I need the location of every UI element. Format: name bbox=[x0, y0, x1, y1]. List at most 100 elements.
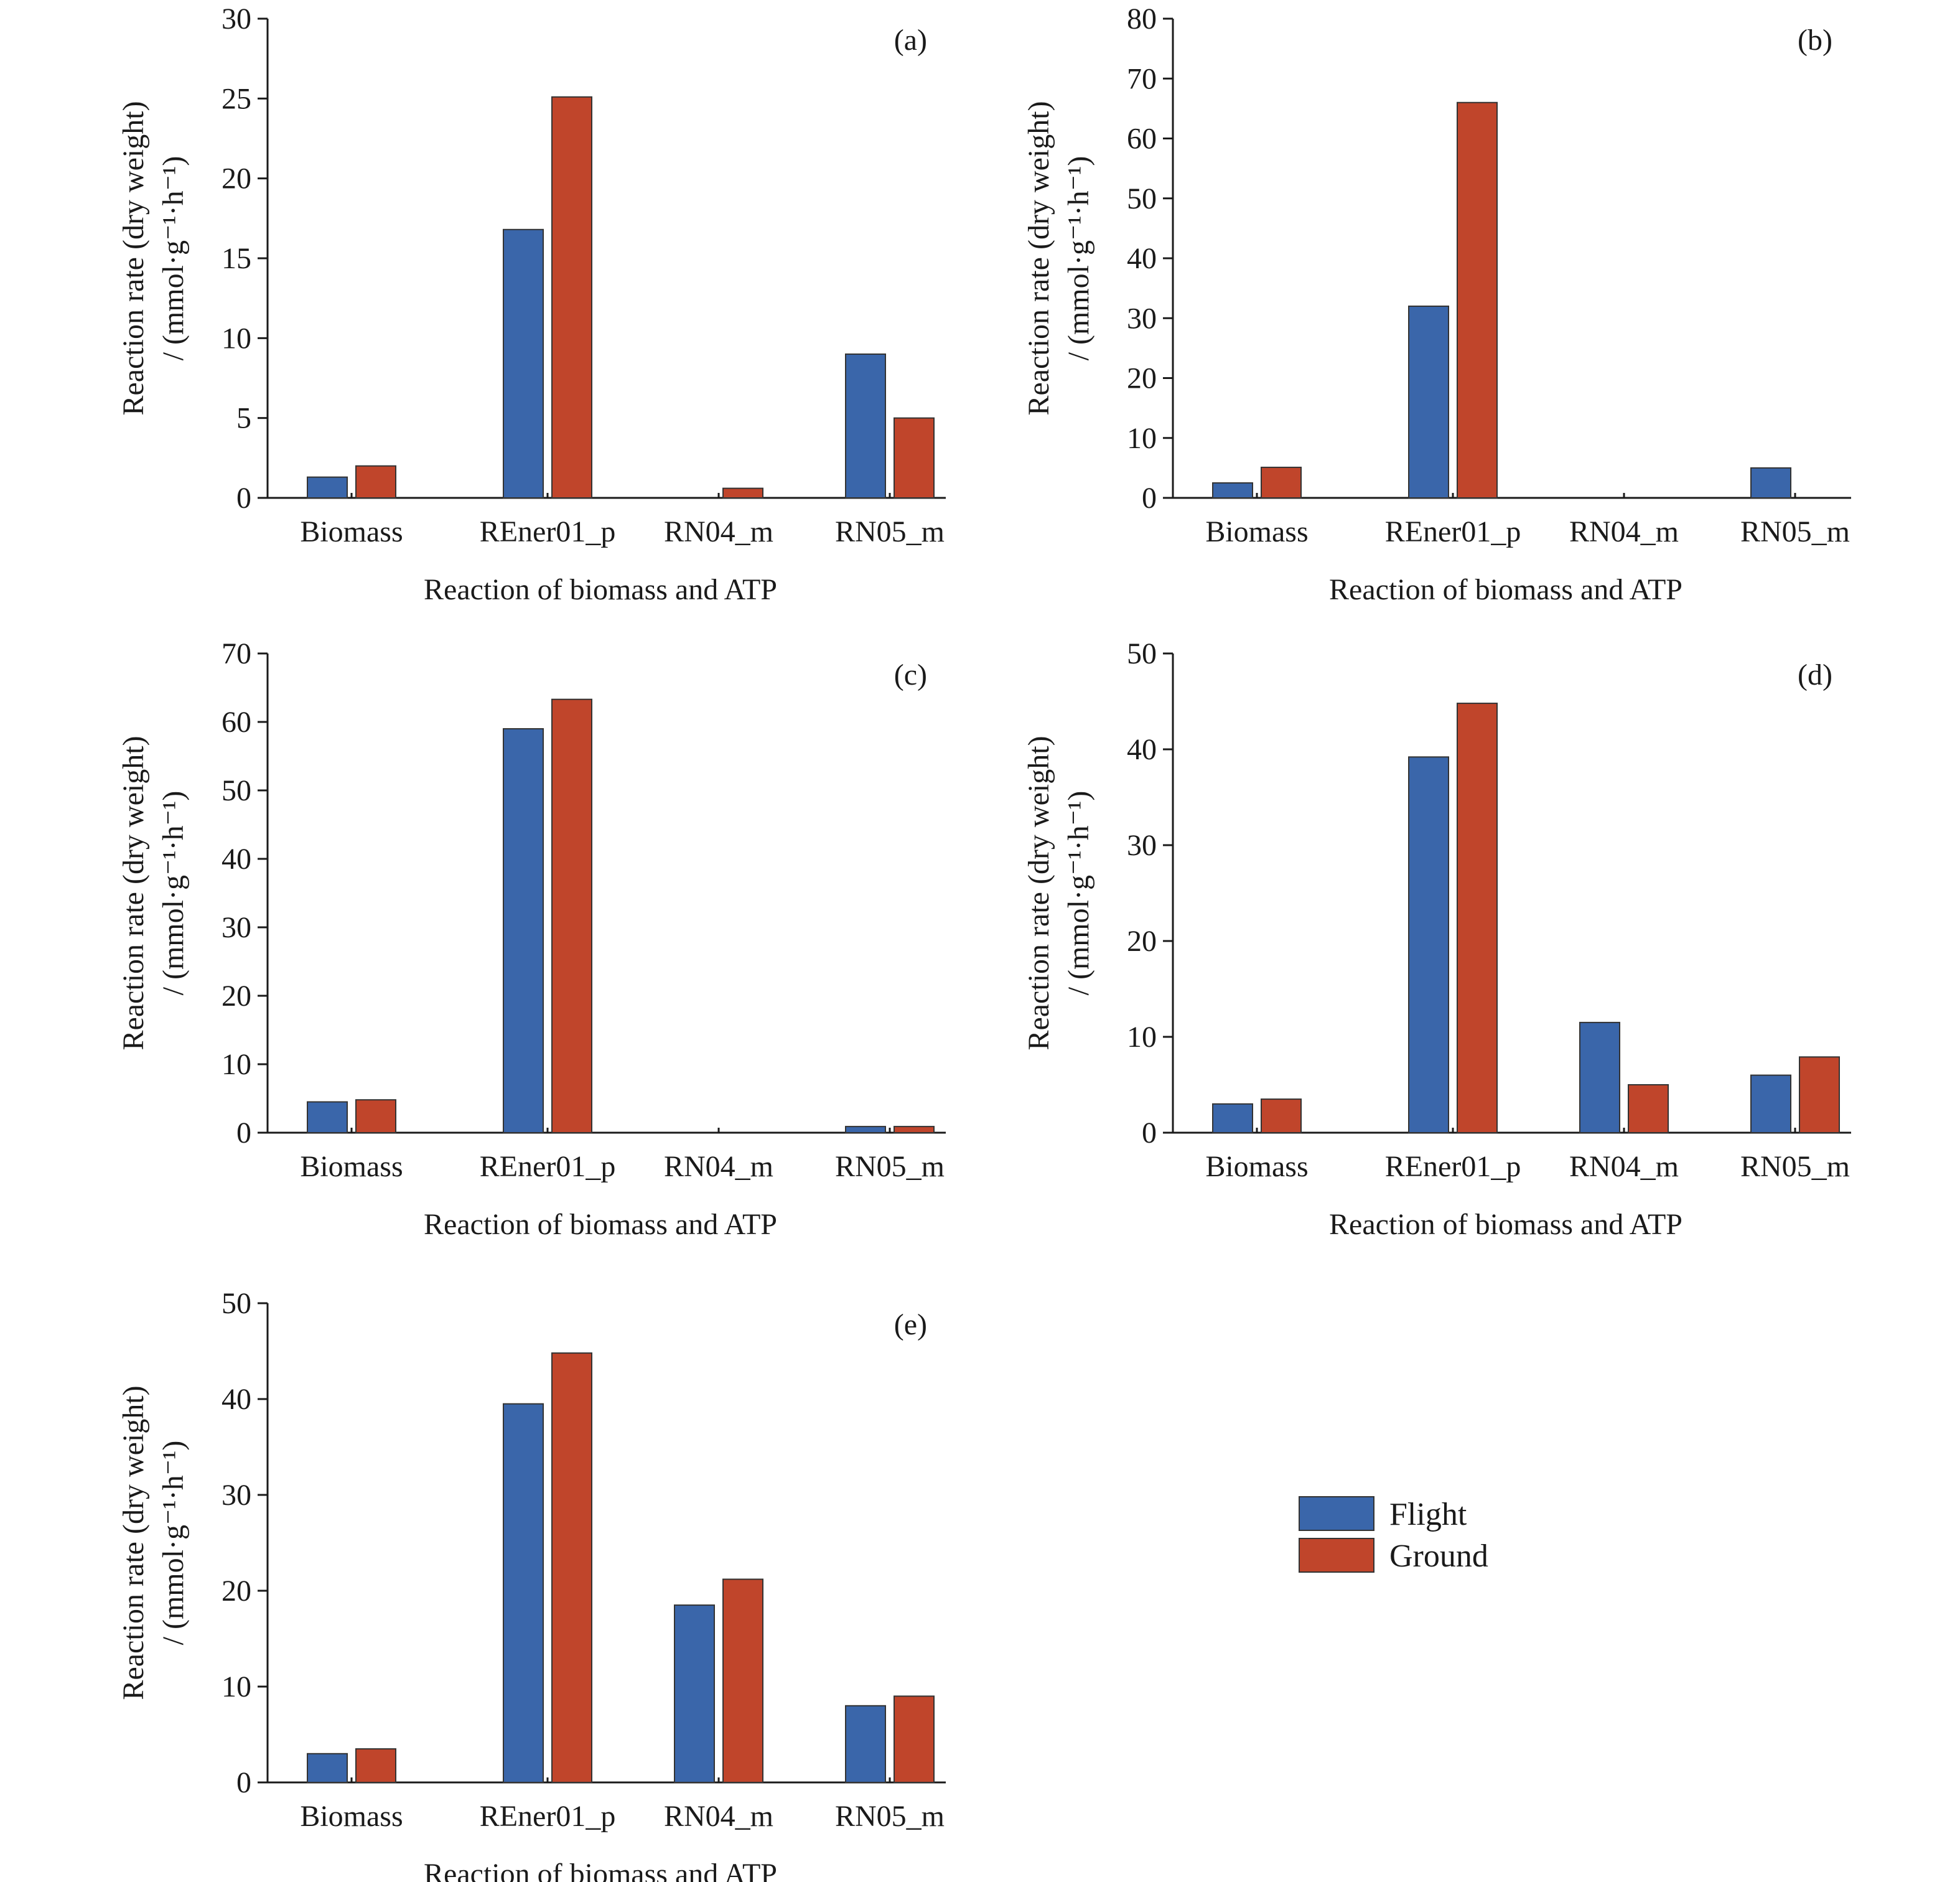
y-tick-label: 30 bbox=[222, 2, 251, 35]
panel-label: (c) bbox=[894, 658, 927, 691]
x-category-label: Biomass bbox=[300, 515, 403, 548]
x-category-label: RN05_m bbox=[1740, 1150, 1850, 1183]
y-tick-label: 50 bbox=[222, 1287, 251, 1320]
y-tick-label: 40 bbox=[1127, 242, 1157, 275]
x-axis-title: Reaction of biomass and ATP bbox=[424, 573, 777, 606]
x-category-label: Biomass bbox=[1205, 515, 1308, 548]
x-category-label: Biomass bbox=[300, 1800, 403, 1833]
bar-ground-biomass bbox=[355, 1099, 396, 1133]
y-tick-label: 50 bbox=[1127, 182, 1157, 215]
y-axis-title-line2: / (mmol·g⁻¹·h⁻¹) bbox=[1062, 156, 1095, 361]
x-category-label: Biomass bbox=[300, 1150, 403, 1183]
y-axis-title-line2: / (mmol·g⁻¹·h⁻¹) bbox=[157, 1441, 190, 1646]
y-axis-title-line1: Reaction rate (dry weight) bbox=[1022, 101, 1055, 415]
y-tick-label: 0 bbox=[236, 1766, 251, 1799]
x-category-label: RN04_m bbox=[1569, 1150, 1679, 1183]
legend: Flight Ground bbox=[1299, 1496, 1488, 1574]
y-tick-label: 60 bbox=[222, 706, 251, 739]
bar-flight-rn05_m bbox=[845, 1705, 886, 1784]
legend-swatch-ground bbox=[1299, 1538, 1374, 1573]
bar-ground-rener01_p bbox=[551, 96, 592, 499]
y-tick-label: 20 bbox=[222, 980, 251, 1013]
panel-label: (a) bbox=[894, 24, 927, 57]
y-axis-title: Reaction rate (dry weight) / (mmol·g⁻¹·h⁻… bbox=[117, 1385, 190, 1700]
bar-ground-rener01_p bbox=[1457, 703, 1498, 1133]
y-tick-label: 0 bbox=[1142, 1117, 1157, 1149]
bar-flight-rener01_p bbox=[503, 228, 544, 499]
x-category-label: RN05_m bbox=[835, 515, 945, 548]
y-tick-label: 50 bbox=[222, 774, 251, 807]
bar-flight-rener01_p bbox=[1408, 756, 1449, 1133]
bar-flight-biomass bbox=[1212, 482, 1253, 499]
bar-ground-rn05_m bbox=[894, 1126, 935, 1133]
bar-ground-biomass bbox=[355, 1748, 396, 1784]
bar-flight-rener01_p bbox=[503, 1403, 544, 1783]
bar-flight-rn04_m bbox=[674, 1604, 715, 1784]
y-tick-label: 5 bbox=[236, 402, 251, 435]
x-axis-title: Reaction of biomass and ATP bbox=[424, 1858, 777, 1882]
panel-label: (e) bbox=[894, 1308, 927, 1341]
x-category-label: REner01_p bbox=[1385, 1150, 1521, 1183]
y-tick-label: 40 bbox=[222, 1383, 251, 1416]
y-tick-label: 40 bbox=[1127, 733, 1157, 766]
panel-label: (d) bbox=[1798, 658, 1832, 691]
x-category-label: RN05_m bbox=[1740, 515, 1850, 548]
chart-panel: 0 10 20 30 40 50 60 70 80 Biomass REner01_p RN04_m R… bbox=[1022, 2, 1851, 606]
y-tick-label: 10 bbox=[222, 1048, 251, 1081]
x-category-label: Biomass bbox=[1205, 1150, 1308, 1183]
bar-ground-biomass bbox=[1261, 466, 1302, 499]
y-tick-label: 10 bbox=[1127, 422, 1157, 455]
x-category-label: RN04_m bbox=[664, 1800, 773, 1833]
y-axis-title-line1: Reaction rate (dry weight) bbox=[117, 736, 150, 1050]
y-tick-label: 20 bbox=[1127, 925, 1157, 958]
y-tick-label: 0 bbox=[236, 1117, 251, 1149]
y-tick-label: 20 bbox=[222, 162, 251, 195]
chart-panel: 0 5 10 15 20 25 30 Biomass REner01_p RN04_m RN05_m… bbox=[117, 2, 946, 606]
bar-ground-rn05_m bbox=[894, 1695, 935, 1783]
bar-flight-biomass bbox=[307, 1101, 348, 1133]
chart-panels: 0 5 10 15 20 25 30 Biomass REner01_p RN04_m RN05_m… bbox=[117, 2, 1851, 1882]
y-tick-label: 60 bbox=[1127, 123, 1157, 156]
x-category-label: REner01_p bbox=[480, 1150, 616, 1183]
y-tick-label: 25 bbox=[222, 82, 251, 115]
y-axis-title: Reaction rate (dry weight) / (mmol·g⁻¹·h⁻… bbox=[117, 101, 190, 415]
legend-swatch-flight bbox=[1299, 1496, 1374, 1531]
panel-label: (b) bbox=[1798, 24, 1832, 57]
bar-flight-biomass bbox=[307, 476, 348, 499]
bar-flight-rn05_m bbox=[845, 353, 886, 499]
bar-flight-rener01_p bbox=[1408, 306, 1449, 499]
y-tick-label: 30 bbox=[222, 1479, 251, 1512]
x-category-label: REner01_p bbox=[480, 1800, 616, 1833]
chart-panel: 0 10 20 30 40 50 Biomass REner01_p RN04_m RN05_m R… bbox=[117, 1287, 946, 1882]
y-tick-label: 0 bbox=[1142, 482, 1157, 515]
x-category-label: RN04_m bbox=[664, 515, 773, 548]
x-category-label: REner01_p bbox=[480, 515, 616, 548]
y-axis-title-line2: / (mmol·g⁻¹·h⁻¹) bbox=[157, 791, 190, 996]
bar-flight-rn04_m bbox=[1579, 1021, 1620, 1134]
y-tick-label: 20 bbox=[1127, 362, 1157, 395]
y-tick-label: 10 bbox=[1127, 1021, 1157, 1054]
bar-ground-rn05_m bbox=[894, 417, 935, 499]
y-tick-label: 70 bbox=[222, 637, 251, 670]
bar-ground-biomass bbox=[355, 465, 396, 499]
bar-flight-rn05_m bbox=[845, 1126, 886, 1133]
y-axis-title-line2: / (mmol·g⁻¹·h⁻¹) bbox=[1062, 791, 1095, 996]
x-category-label: RN05_m bbox=[835, 1150, 945, 1183]
y-tick-label: 0 bbox=[236, 482, 251, 515]
y-tick-label: 30 bbox=[1127, 829, 1157, 862]
y-axis-title: Reaction rate (dry weight) / (mmol·g⁻¹·h⁻… bbox=[117, 736, 190, 1050]
y-axis-title-line1: Reaction rate (dry weight) bbox=[117, 101, 150, 415]
legend-label-flight: Flight bbox=[1389, 1497, 1467, 1532]
x-category-label: RN04_m bbox=[1569, 515, 1679, 548]
y-tick-label: 10 bbox=[222, 322, 251, 355]
y-tick-label: 30 bbox=[1127, 302, 1157, 335]
y-tick-label: 30 bbox=[222, 911, 251, 944]
y-tick-label: 50 bbox=[1127, 637, 1157, 670]
bar-ground-rn04_m bbox=[1628, 1084, 1669, 1133]
y-axis-title-line1: Reaction rate (dry weight) bbox=[117, 1385, 150, 1700]
y-tick-label: 80 bbox=[1127, 2, 1157, 35]
y-tick-label: 40 bbox=[222, 843, 251, 876]
y-axis-title-line1: Reaction rate (dry weight) bbox=[1022, 736, 1055, 1050]
chart-panel: 0 10 20 30 40 50 60 70 Biomass REner01_p RN04_m RN0… bbox=[117, 637, 946, 1241]
